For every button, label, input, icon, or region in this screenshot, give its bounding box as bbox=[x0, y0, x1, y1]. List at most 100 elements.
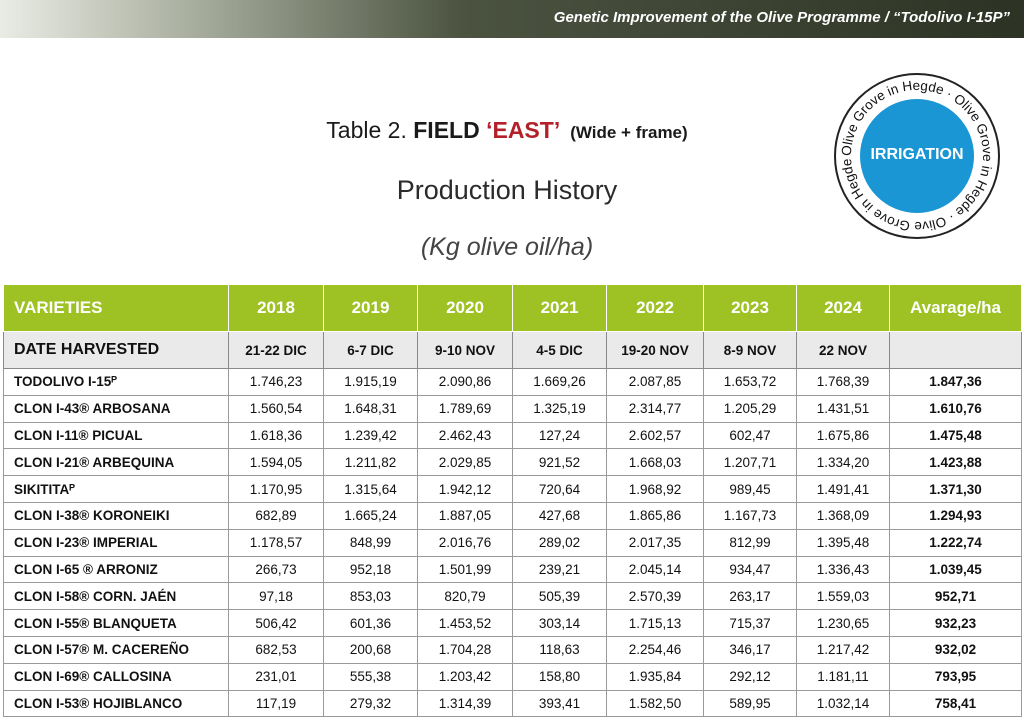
yield-value: 1.453,52 bbox=[417, 609, 513, 637]
yield-value: 2.087,85 bbox=[606, 368, 704, 396]
variety-name: CLON I-53® HOJIBLANCO bbox=[3, 689, 229, 718]
variety-name: CLON I-21® ARBEQUINA bbox=[3, 448, 229, 477]
variety-name: CLON I-55® BLANQUETA bbox=[3, 609, 229, 637]
yield-value: 1.968,92 bbox=[606, 475, 704, 503]
yield-value: 279,32 bbox=[323, 689, 418, 718]
banner-title: Genetic Improvement of the Olive Program… bbox=[553, 9, 1010, 26]
variety-name: CLON I-57® M. CACEREÑO bbox=[3, 635, 229, 664]
harvest-date: 8-9 NOV bbox=[703, 331, 797, 369]
yield-value: 1.368,09 bbox=[796, 501, 890, 530]
average-value: 1.371,30 bbox=[889, 475, 1022, 503]
harvest-date: 9-10 NOV bbox=[417, 331, 513, 369]
yield-value: 1.668,03 bbox=[606, 448, 704, 477]
average-value: 932,02 bbox=[889, 635, 1022, 664]
header-year: 2022 bbox=[606, 284, 704, 332]
yield-value: 1.653,72 bbox=[703, 368, 797, 396]
yield-value: 1.768,39 bbox=[796, 368, 890, 396]
average-value: 1.222,74 bbox=[889, 528, 1022, 557]
yield-value: 952,18 bbox=[323, 555, 418, 584]
yield-value: 1.315,64 bbox=[323, 475, 418, 503]
title-note: (Wide + frame) bbox=[570, 123, 688, 142]
harvest-date: 6-7 DIC bbox=[323, 331, 418, 369]
yield-value: 303,14 bbox=[512, 609, 607, 637]
harvest-date bbox=[889, 331, 1022, 369]
yield-value: 602,47 bbox=[703, 421, 797, 450]
yield-value: 1.491,41 bbox=[796, 475, 890, 503]
yield-value: 1.560,54 bbox=[228, 394, 324, 423]
yield-value: 292,12 bbox=[703, 662, 797, 691]
table-row: CLON I-38® KORONEIKI 682,89 1.665,24 1.887,… bbox=[3, 501, 1022, 530]
yield-value: 1.669,26 bbox=[512, 368, 607, 396]
table-row: CLON I-57® M. CACEREÑO 682,53 200,68 1.704,… bbox=[3, 635, 1022, 664]
yield-value: 127,24 bbox=[512, 421, 607, 450]
yield-value: 1.170,95 bbox=[228, 475, 324, 503]
yield-value: 589,95 bbox=[703, 689, 797, 718]
yield-value: 1.211,82 bbox=[323, 448, 418, 477]
yield-value: 1.167,73 bbox=[703, 501, 797, 530]
yield-value: 601,36 bbox=[323, 609, 418, 637]
subtitle: Production History bbox=[396, 175, 618, 205]
table-row: CLON I-58® CORN. JAÉN 97,18 853,03 820,79 50… bbox=[3, 582, 1022, 611]
yield-value: 1.865,86 bbox=[606, 501, 704, 530]
yield-value: 2.090,86 bbox=[417, 368, 513, 396]
yield-value: 2.602,57 bbox=[606, 421, 704, 450]
variety-name: CLON I-11® PICUAL bbox=[3, 421, 229, 450]
table-row: CLON I-11® PICUAL 1.618,36 1.239,42 2.462,4… bbox=[3, 421, 1022, 450]
header-year: 2023 bbox=[703, 284, 797, 332]
yield-value: 1.915,19 bbox=[323, 368, 418, 396]
harvest-date: 21-22 DIC bbox=[228, 331, 324, 369]
harvest-date: 22 NOV bbox=[796, 331, 890, 369]
table-title: Table 2. FIELD ‘EAST’ (Wide + frame) bbox=[0, 117, 1024, 144]
yield-value: 118,63 bbox=[512, 635, 607, 664]
header-row: VARIETIES 2018 2019 2020 2021 2022 2023 2024 Ava… bbox=[3, 284, 1022, 332]
yield-value: 1.715,13 bbox=[606, 609, 704, 637]
yield-value: 117,19 bbox=[228, 689, 324, 718]
units-label: (Kg olive oil/ha) bbox=[420, 233, 594, 261]
variety-name: TODOLIVO I-15ᴾ bbox=[3, 368, 229, 396]
yield-value: 1.395,48 bbox=[796, 528, 890, 557]
variety-name: CLON I-23® IMPERIAL bbox=[3, 528, 229, 557]
yield-value: 266,73 bbox=[228, 555, 324, 584]
title-east: ‘EAST’ bbox=[486, 117, 561, 143]
yield-value: 848,99 bbox=[323, 528, 418, 557]
irrigation-seal: Olive Grove in Hegde · Olive Grove in He… bbox=[831, 60, 1001, 240]
yield-value: 1.205,29 bbox=[703, 394, 797, 423]
yield-value: 2.045,14 bbox=[606, 555, 704, 584]
harvest-date-row: DATE HARVESTED 21-22 DIC 6-7 DIC 9-10 NOV 4-… bbox=[3, 331, 1022, 369]
yield-value: 555,38 bbox=[323, 662, 418, 691]
yield-value: 1.789,69 bbox=[417, 394, 513, 423]
yield-value: 682,53 bbox=[228, 635, 324, 664]
yield-value: 934,47 bbox=[703, 555, 797, 584]
yield-value: 1.618,36 bbox=[228, 421, 324, 450]
yield-value: 989,45 bbox=[703, 475, 797, 503]
top-banner: Genetic Improvement of the Olive Program… bbox=[0, 0, 1024, 38]
yield-value: 200,68 bbox=[323, 635, 418, 664]
variety-name: CLON I-65 ® ARRONIZ bbox=[3, 555, 229, 584]
production-table: VARIETIES 2018 2019 2020 2021 2022 2023 2024 Ava… bbox=[3, 284, 1022, 718]
harvest-date: 19-20 NOV bbox=[606, 331, 704, 369]
title-prefix: Table 2. bbox=[326, 117, 414, 143]
variety-name: CLON I-43® ARBOSANA bbox=[3, 394, 229, 423]
yield-value: 1.336,43 bbox=[796, 555, 890, 584]
yield-value: 1.032,14 bbox=[796, 689, 890, 718]
yield-value: 427,68 bbox=[512, 501, 607, 530]
variety-name: SIKITITAᴾ bbox=[3, 475, 229, 503]
table-row: TODOLIVO I-15ᴾ 1.746,23 1.915,19 2.090,86 1.… bbox=[3, 368, 1022, 396]
yield-value: 231,01 bbox=[228, 662, 324, 691]
header-year: 2024 bbox=[796, 284, 890, 332]
yield-value: 1.594,05 bbox=[228, 448, 324, 477]
yield-value: 2.017,35 bbox=[606, 528, 704, 557]
average-value: 1.294,93 bbox=[889, 501, 1022, 530]
table-row: CLON I-55® BLANQUETA 506,42 601,36 1.453,52… bbox=[3, 609, 1022, 637]
average-value: 1.847,36 bbox=[889, 368, 1022, 396]
average-value: 932,23 bbox=[889, 609, 1022, 637]
header-year: 2020 bbox=[417, 284, 513, 332]
table-row: SIKITITAᴾ 1.170,95 1.315,64 1.942,12 720,64 1… bbox=[3, 475, 1022, 503]
yield-value: 1.665,24 bbox=[323, 501, 418, 530]
average-value: 758,41 bbox=[889, 689, 1022, 718]
yield-value: 158,80 bbox=[512, 662, 607, 691]
average-value: 1.423,88 bbox=[889, 448, 1022, 477]
yield-value: 2.254,46 bbox=[606, 635, 704, 664]
variety-name: CLON I-58® CORN. JAÉN bbox=[3, 582, 229, 611]
title-field: FIELD bbox=[413, 117, 487, 143]
